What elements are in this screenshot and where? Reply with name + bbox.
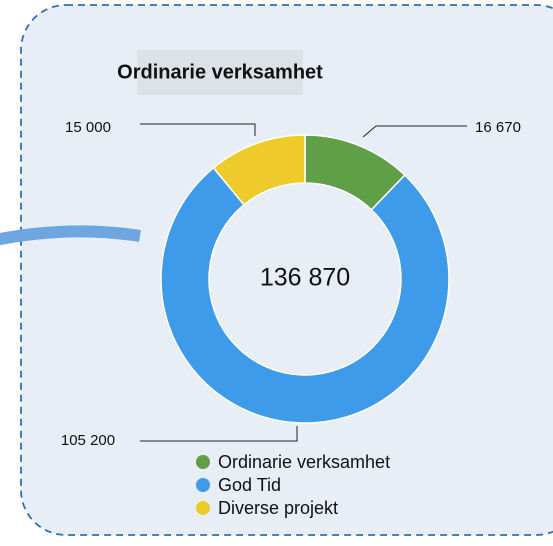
decor-curve xyxy=(0,225,141,246)
legend-label: God Tid xyxy=(218,475,281,495)
donut-segment xyxy=(212,134,306,206)
data-label: 15 000 xyxy=(65,119,111,136)
donut-segment xyxy=(160,166,450,424)
data-label: 16 670 xyxy=(475,119,521,136)
legend-label: Diverse projekt xyxy=(218,498,338,518)
title-box xyxy=(137,50,303,95)
panel xyxy=(20,4,553,536)
legend-label: Ordinarie verksamhet xyxy=(218,452,390,472)
legend-swatch xyxy=(196,455,210,469)
legend-swatch xyxy=(196,478,210,492)
leader-line xyxy=(362,125,467,138)
center-total: 136 870 xyxy=(260,264,350,292)
chart-title: Ordinarie verksamhet xyxy=(117,61,323,83)
legend-swatch xyxy=(196,501,210,515)
data-label: 105 200 xyxy=(61,432,115,449)
leader-line xyxy=(140,123,256,136)
leader-line xyxy=(140,426,298,442)
